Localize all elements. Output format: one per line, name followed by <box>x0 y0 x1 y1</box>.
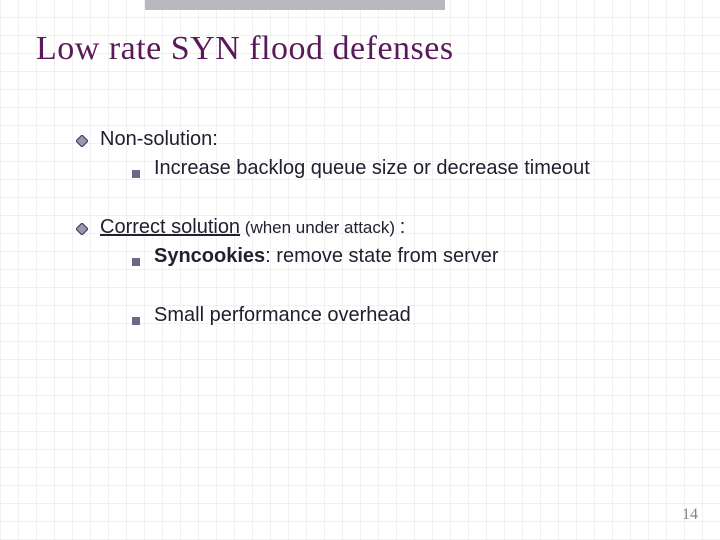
list-item: Increase backlog queue size or decrease … <box>132 157 684 180</box>
syncookies-rest: : remove state from server <box>265 245 498 267</box>
slide-content: Low rate SYN flood defenses Non-solution… <box>0 0 720 540</box>
page-number: 14 <box>682 506 698 524</box>
correct-solution-annot: (when under attack) <box>240 218 400 237</box>
bullet-non-solution: Non-solution: <box>76 128 684 151</box>
non-solution-item-0: Increase backlog queue size or decrease … <box>154 157 590 180</box>
correct-solution-item-0: Syncookies: remove state from server <box>154 245 499 268</box>
correct-solution-item-1: Small performance overhead <box>154 304 411 327</box>
non-solution-heading: Non-solution: <box>100 128 218 151</box>
spacer <box>36 188 684 216</box>
syncookies-label: Syncookies <box>154 245 265 267</box>
list-item: Syncookies: remove state from server <box>132 245 684 268</box>
correct-solution-heading: Correct solution <box>100 216 240 238</box>
diamond-icon <box>76 135 88 147</box>
correct-solution-tail: : <box>400 216 406 238</box>
diamond-icon <box>76 223 88 235</box>
page-title: Low rate SYN flood defenses <box>36 30 684 68</box>
square-icon <box>132 317 140 325</box>
correct-solution-heading-line: Correct solution (when under attack) : <box>100 216 405 239</box>
square-icon <box>132 170 140 178</box>
square-icon <box>132 258 140 266</box>
bullet-correct-solution: Correct solution (when under attack) : <box>76 216 684 239</box>
spacer <box>36 276 684 304</box>
list-item: Small performance overhead <box>132 304 684 327</box>
